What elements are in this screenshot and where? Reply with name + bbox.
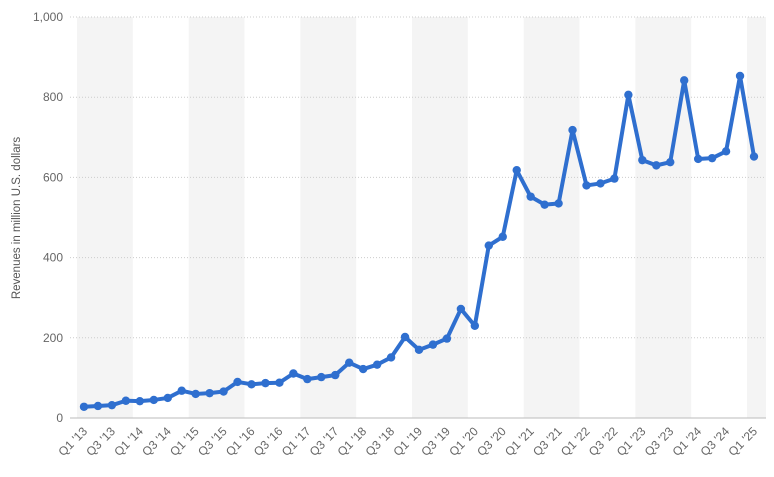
x-tick-label: Q1 '22 (558, 424, 593, 459)
data-point[interactable] (345, 358, 354, 367)
data-point[interactable] (135, 396, 145, 406)
data-point[interactable] (484, 241, 493, 250)
data-point[interactable] (219, 387, 228, 396)
y-tick-label: 1,000 (33, 10, 63, 24)
data-point[interactable] (749, 152, 759, 161)
y-tick-label: 0 (56, 411, 63, 425)
year-band (188, 17, 245, 418)
data-point[interactable] (707, 153, 717, 163)
data-point[interactable] (163, 393, 172, 403)
data-point[interactable] (540, 200, 549, 209)
data-point[interactable] (93, 401, 103, 411)
data-point[interactable] (233, 377, 242, 387)
year-band (747, 17, 766, 418)
x-tick-label: Q1 '15 (167, 424, 202, 459)
y-axis-ticks: 0 200 400 600 800 1,000 (33, 10, 63, 425)
data-point[interactable] (568, 125, 577, 135)
data-point[interactable] (526, 192, 535, 201)
data-point[interactable] (610, 174, 619, 183)
x-tick-label: Q3 '20 (474, 424, 509, 459)
x-tick-label: Q3 '24 (698, 424, 733, 459)
data-point[interactable] (372, 360, 382, 369)
data-point[interactable] (680, 76, 689, 85)
data-point[interactable] (303, 374, 312, 384)
x-tick-label: Q1 '14 (111, 424, 146, 459)
data-point[interactable] (275, 378, 284, 387)
data-point[interactable] (79, 402, 89, 411)
x-tick-label: Q1 '19 (390, 424, 425, 459)
year-band (77, 17, 133, 418)
data-point[interactable] (735, 71, 745, 81)
data-point[interactable] (582, 181, 591, 190)
year-band (523, 17, 580, 418)
x-tick-label: Q3 '13 (83, 424, 118, 459)
data-point[interactable] (400, 332, 410, 342)
y-axis-title: Revenues in million U.S. dollars (11, 137, 23, 300)
x-tick-label: Q1 '20 (446, 424, 481, 459)
x-tick-label: Q3 '21 (530, 424, 565, 459)
data-point[interactable] (442, 334, 452, 343)
x-tick-label: Q3 '15 (195, 424, 230, 459)
x-tick-label: Q1 '17 (279, 424, 314, 459)
data-point[interactable] (191, 389, 200, 399)
gridlines (70, 16, 766, 419)
x-tick-label: Q3 '16 (251, 424, 286, 459)
y-tick-label: 600 (43, 170, 63, 184)
y-tick-label: 400 (43, 251, 63, 265)
x-tick-label: Q1 '21 (502, 424, 537, 459)
x-tick-label: Q1 '25 (725, 424, 760, 459)
data-point[interactable] (624, 90, 633, 99)
data-point[interactable] (205, 388, 214, 398)
data-point[interactable] (470, 321, 480, 330)
y-tick-label: 200 (43, 331, 63, 345)
data-point[interactable] (721, 147, 731, 156)
data-point[interactable] (107, 400, 117, 410)
data-point[interactable] (358, 364, 368, 374)
y-tick-label: 800 (43, 90, 63, 104)
data-point[interactable] (428, 340, 438, 349)
x-tick-label: Q3 '17 (307, 424, 342, 459)
data-point[interactable] (456, 304, 466, 314)
year-band (300, 17, 357, 418)
x-tick-label: Q1 '13 (55, 424, 90, 459)
data-point[interactable] (317, 372, 326, 382)
data-point[interactable] (149, 395, 158, 405)
background-bands (77, 17, 766, 418)
data-point[interactable] (386, 353, 396, 362)
data-point[interactable] (261, 378, 270, 388)
data-point[interactable] (121, 396, 131, 405)
data-point[interactable] (693, 154, 703, 164)
x-tick-label: Q1 '18 (335, 424, 370, 459)
data-point[interactable] (247, 380, 256, 389)
x-tick-label: Q1 '23 (614, 424, 649, 459)
data-point[interactable] (331, 370, 340, 380)
x-tick-label: Q3 '23 (642, 424, 677, 459)
x-tick-label: Q3 '22 (586, 424, 621, 459)
x-tick-label: Q3 '14 (139, 424, 174, 459)
x-tick-label: Q1 '24 (670, 424, 705, 459)
data-point[interactable] (512, 165, 521, 175)
x-tick-label: Q3 '18 (363, 424, 398, 459)
data-point[interactable] (414, 345, 424, 355)
x-tick-label: Q3 '19 (418, 424, 453, 459)
data-point[interactable] (177, 386, 186, 395)
year-band (412, 17, 468, 418)
series-layer (79, 71, 759, 411)
data-point[interactable] (554, 199, 563, 208)
data-point[interactable] (289, 369, 298, 378)
data-point[interactable] (596, 179, 605, 188)
data-point[interactable] (666, 157, 675, 167)
data-point[interactable] (638, 155, 647, 165)
data-point[interactable] (652, 161, 661, 170)
x-tick-label: Q1 '16 (223, 424, 258, 459)
data-point[interactable] (498, 232, 507, 241)
